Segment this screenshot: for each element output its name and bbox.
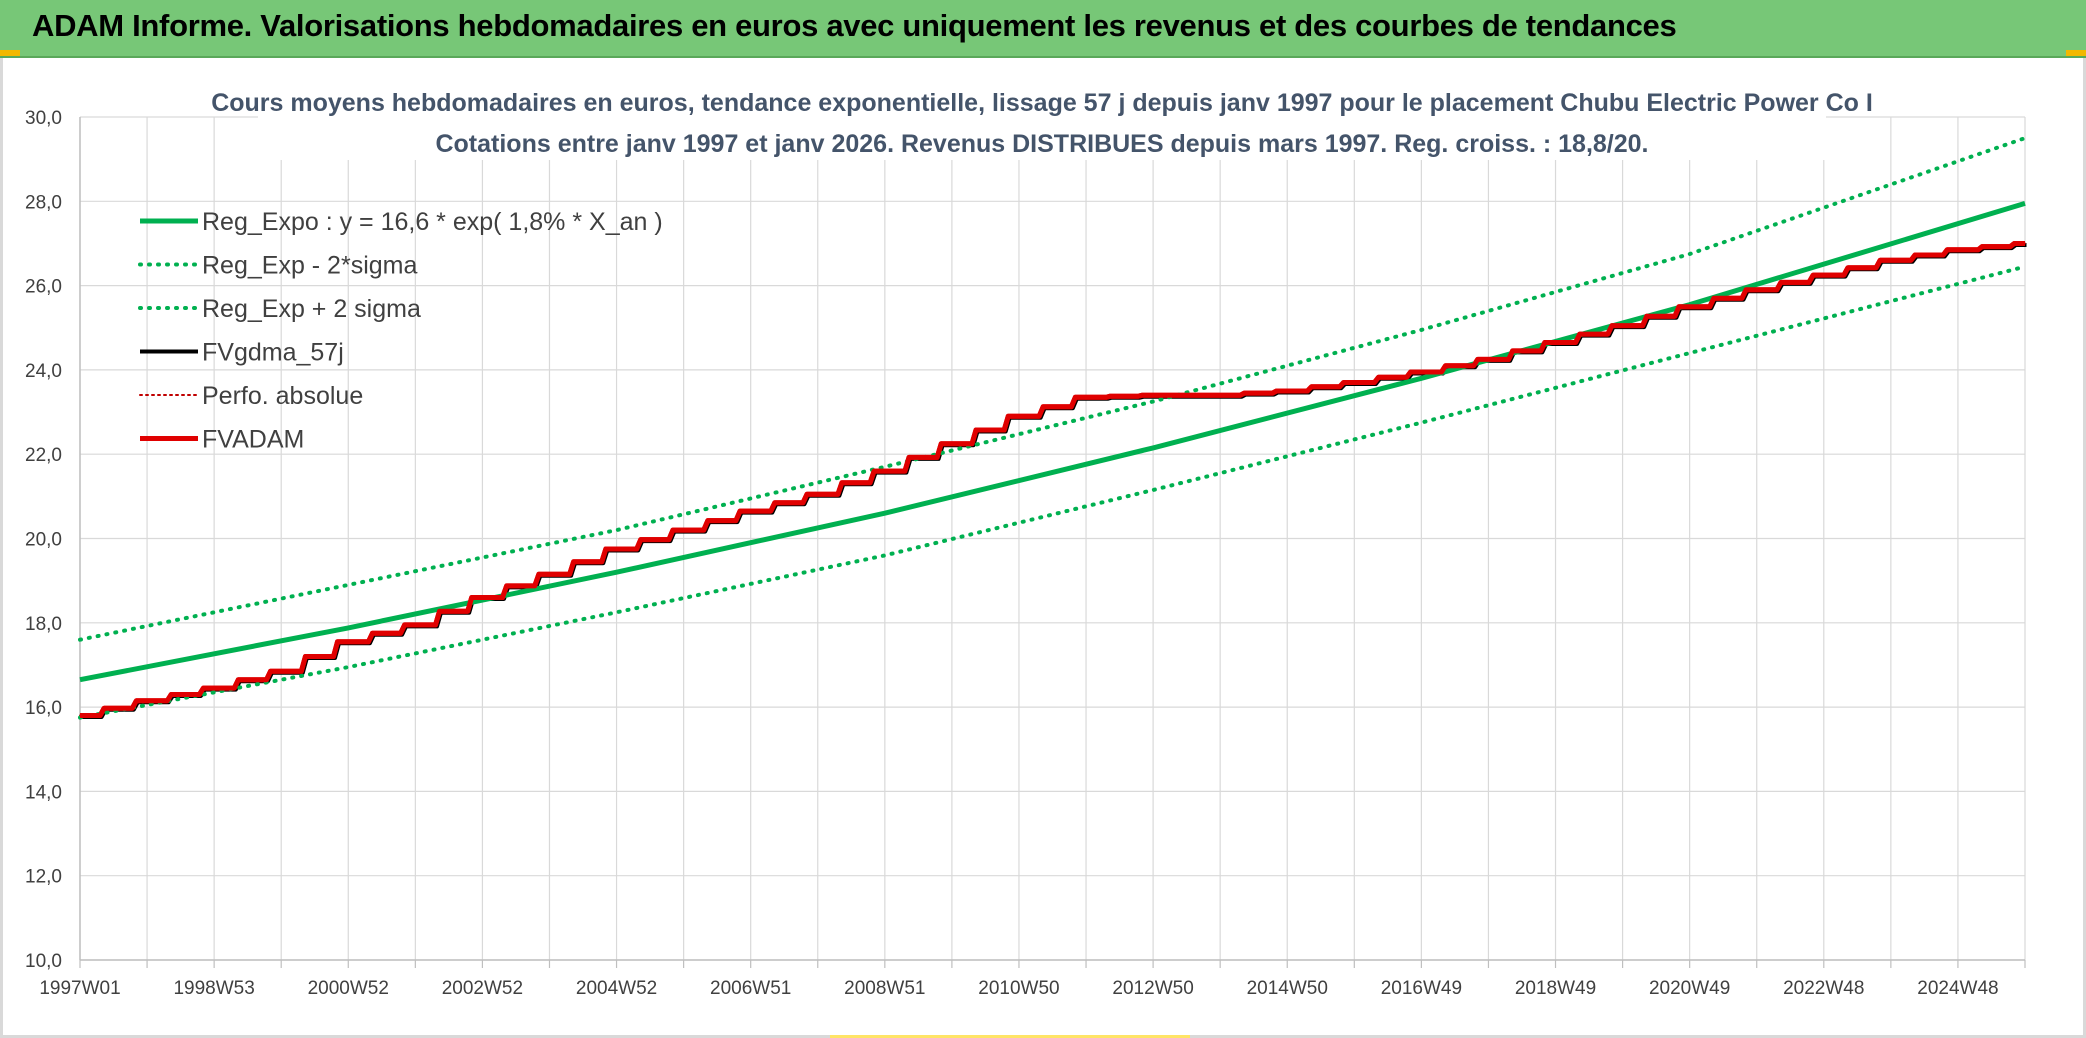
bottom-accent — [830, 1035, 1190, 1038]
x-tick-label: 2004W52 — [576, 978, 657, 999]
y-tick-label: 20,0 — [25, 530, 62, 551]
series-lines — [78, 136, 2027, 720]
y-tick-label: 16,0 — [25, 698, 62, 719]
x-tick-label: 2018W49 — [1515, 978, 1596, 999]
gridlines — [79, 116, 2026, 961]
chart-title-line-1: Cours moyens hebdomadaires en euros, ten… — [211, 89, 1873, 117]
y-tick-label: 24,0 — [25, 361, 62, 382]
y-tick-label: 12,0 — [25, 867, 62, 888]
x-tick-label: 2012W50 — [1112, 978, 1193, 999]
x-tick-label: 2008W51 — [844, 978, 925, 999]
x-tick-label: 1998W53 — [173, 978, 254, 999]
axes: 10,0 12,0 14,0 16,0 18,0 20,0 22,0 24,0 26,0 28,0… — [25, 108, 2026, 999]
x-tick-label: 2000W52 — [308, 978, 389, 999]
y-tick-label: 26,0 — [25, 277, 62, 298]
y-tick-label: 10,0 — [25, 951, 62, 972]
fvadam-line-overlay — [80, 241, 2025, 718]
y-tick-label: 22,0 — [25, 445, 62, 466]
corner-accent-right — [2066, 50, 2086, 56]
report-title: ADAM Informe. Valorisations hebdomadaire… — [32, 8, 1677, 43]
chart-title-line-2: Cotations entre janv 1997 et janv 2026. … — [435, 130, 1648, 158]
legend-label-reg-exp-plus-2sigma: Reg_Exp + 2 sigma — [202, 295, 421, 323]
y-tick-label: 18,0 — [25, 614, 62, 635]
x-tick-label: 2014W50 — [1247, 978, 1328, 999]
reg-exp-minus-2sigma-line — [78, 264, 2027, 720]
legend-label-reg-exp-minus-2sigma: Reg_Exp - 2*sigma — [202, 252, 417, 280]
report-banner: ADAM Informe. Valorisations hebdomadaire… — [0, 0, 2086, 58]
x-tick-label: 2024W48 — [1917, 978, 1998, 999]
x-tick-label: 2020W49 — [1649, 978, 1730, 999]
corner-accent-left — [0, 50, 20, 56]
x-tick-label: 2016W49 — [1381, 978, 1462, 999]
y-tick-label: 28,0 — [25, 192, 62, 213]
y-tick-label: 30,0 — [25, 108, 62, 129]
x-tick-label: 2010W50 — [978, 978, 1059, 999]
legend-label-reg-expo: Reg_Expo : y = 16,6 * exp( 1,8% * X_an ) — [202, 208, 663, 236]
x-tick-label: 2006W51 — [710, 978, 791, 999]
legend-label-fvgdma-57j: FVgdma_57j — [202, 339, 344, 367]
legend: Reg_Expo : y = 16,6 * exp( 1,8% * X_an )… — [138, 208, 663, 454]
chart-title-background — [258, 80, 1826, 160]
chart-title-block: Cours moyens hebdomadaires en euros, ten… — [211, 80, 1873, 160]
y-tick-label: 14,0 — [25, 782, 62, 803]
x-tick-label: 1997W01 — [39, 978, 120, 999]
legend-label-perfo-absolue: Perfo. absolue — [202, 382, 363, 410]
x-tick-label: 2002W52 — [442, 978, 523, 999]
legend-label-fvadam: FVADAM — [202, 426, 304, 454]
reg-exp-plus-2sigma-line — [78, 136, 2027, 642]
x-tick-label: 2022W48 — [1783, 978, 1864, 999]
